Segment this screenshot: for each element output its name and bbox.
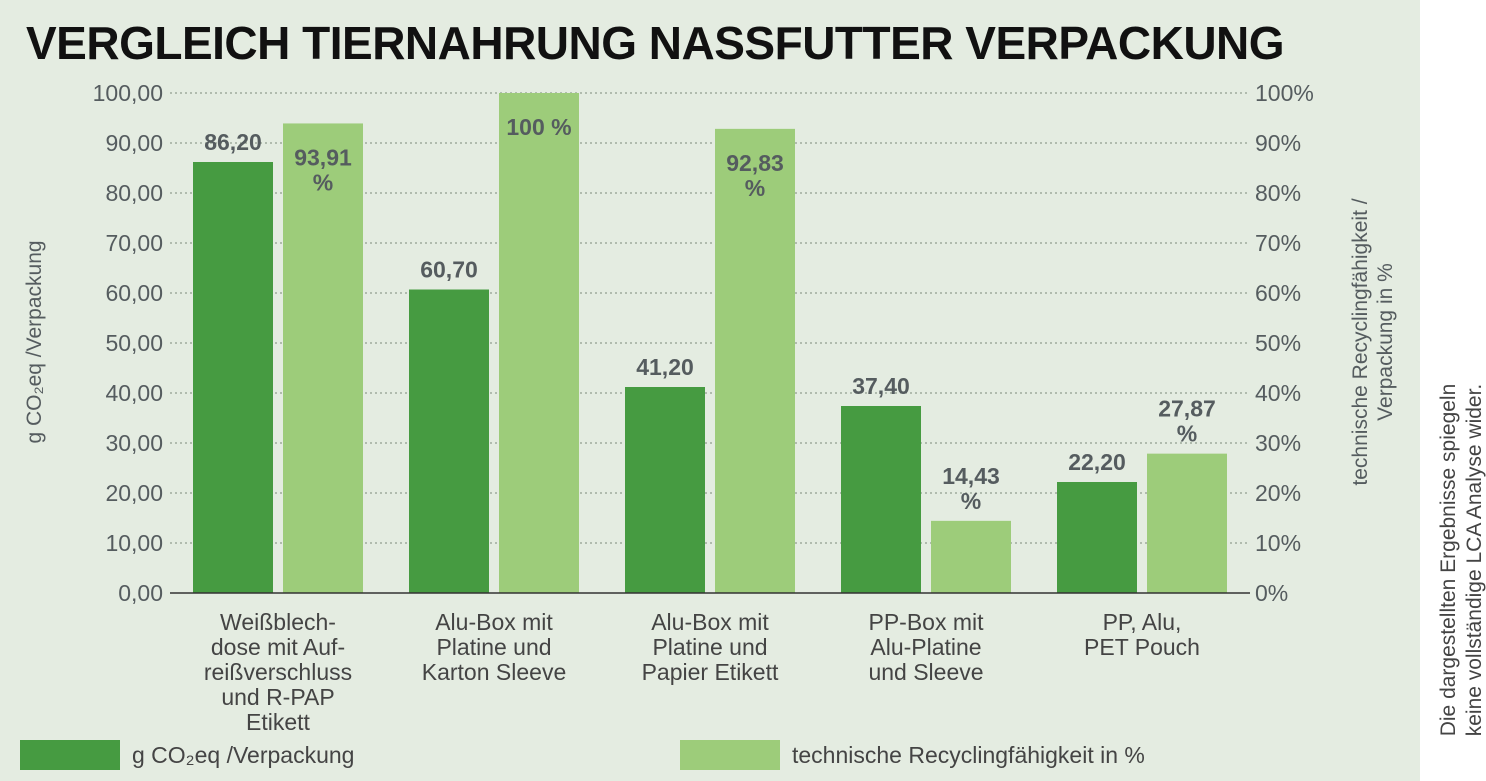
category-label: PET Pouch (1084, 634, 1200, 660)
data-label-recycling: % (961, 488, 981, 514)
side-note-line-1: Die dargestellten Ergebnisse spiegeln (1437, 383, 1460, 737)
data-label-recycling: 100 % (506, 114, 571, 140)
y-tick-label-right: 60% (1255, 280, 1301, 306)
y-tick-label-left: 30,00 (105, 430, 163, 456)
category-label: PP-Box mit (868, 609, 984, 635)
y-tick-label-right: 40% (1255, 380, 1301, 406)
category-label: Karton Sleeve (422, 659, 566, 685)
side-note: Die dargestellten Ergebnisse spiegeln ke… (1436, 384, 1486, 737)
data-label-recycling: 27,87 (1158, 396, 1216, 422)
y-tick-label-left: 90,00 (105, 130, 163, 156)
y-tick-label-right: 30% (1255, 430, 1301, 456)
category-label: Papier Etikett (642, 659, 779, 685)
y-tick-label-right: 80% (1255, 180, 1301, 206)
category-label: und Sleeve (868, 659, 983, 685)
category-label: dose mit Auf- (211, 634, 345, 660)
data-label-recycling: % (745, 175, 765, 201)
legend-item-co2: g CO₂eq /Verpackung (20, 740, 354, 770)
y-tick-label-right: 0% (1255, 580, 1288, 606)
bar-co2 (1057, 482, 1137, 593)
category-label: und R-PAP (221, 684, 334, 710)
legend-swatch-recycling (680, 740, 780, 770)
y-tick-label-right: 10% (1255, 530, 1301, 556)
y-tick-label-right: 50% (1255, 330, 1301, 356)
data-label-recycling: 93,91 (294, 144, 352, 170)
category-label: PP, Alu, (1103, 609, 1182, 635)
data-label-co2: 86,20 (204, 129, 262, 155)
data-label-co2: 41,20 (636, 354, 694, 380)
y-tick-label-left: 100,00 (93, 80, 163, 106)
category-label: Platine und (652, 634, 767, 660)
category-label: Etikett (246, 709, 311, 735)
y-tick-label-left: 70,00 (105, 230, 163, 256)
y-tick-label-right: 90% (1255, 130, 1301, 156)
legend-item-recycling: technische Recyclingfähigkeit in % (680, 740, 1145, 770)
y-tick-label-left: 40,00 (105, 380, 163, 406)
y-tick-label-left: 60,00 (105, 280, 163, 306)
category-label: Weißblech- (220, 609, 336, 635)
category-label: Alu-Platine (870, 634, 981, 660)
y-tick-label-right: 70% (1255, 230, 1301, 256)
bar-co2 (193, 162, 273, 593)
category-label: Platine und (436, 634, 551, 660)
data-label-recycling: % (1177, 421, 1197, 447)
bar-recycling (283, 123, 363, 593)
y-tick-label-right: 100% (1255, 80, 1314, 106)
data-label-co2: 22,20 (1068, 449, 1126, 475)
y-tick-label-left: 0,00 (118, 580, 163, 606)
side-note-line-2: keine vollständige LCA Analyse wider. (1463, 383, 1486, 737)
category-label: Alu-Box mit (435, 609, 553, 635)
bar-chart: 0,00 10,00 20,00 30,00 40,00 50,00 60,00 70,00 8… (93, 80, 1314, 735)
bar-co2 (841, 406, 921, 593)
bar-co2 (409, 289, 489, 593)
chart-title: VERGLEICH TIERNAHRUNG NASSFUTTER VERPACK… (26, 17, 1285, 69)
bar-co2 (625, 387, 705, 593)
category-label: Alu-Box mit (651, 609, 769, 635)
bar-recycling (931, 520, 1011, 593)
data-label-co2: 60,70 (420, 257, 478, 283)
legend-label-co2: g CO₂eq /Verpackung (132, 741, 355, 768)
legend-swatch-co2 (20, 740, 120, 770)
bar-recycling (499, 93, 579, 593)
y-tick-label-left: 80,00 (105, 180, 163, 206)
y-tick-label-left: 50,00 (105, 330, 163, 356)
data-label-co2: 37,40 (852, 373, 910, 399)
data-label-recycling: % (313, 169, 333, 195)
legend-label-recycling: technische Recyclingfähigkeit in % (792, 741, 1145, 768)
y-tick-label-right: 20% (1255, 480, 1301, 506)
bar-recycling (1147, 453, 1227, 593)
data-label-recycling: 14,43 (942, 463, 1000, 489)
category-label: reißverschluss (204, 659, 352, 685)
y-tick-label-left: 10,00 (105, 530, 163, 556)
data-label-recycling: 92,83 (726, 150, 784, 176)
y-tick-label-left: 20,00 (105, 480, 163, 506)
bar-recycling (715, 128, 795, 593)
